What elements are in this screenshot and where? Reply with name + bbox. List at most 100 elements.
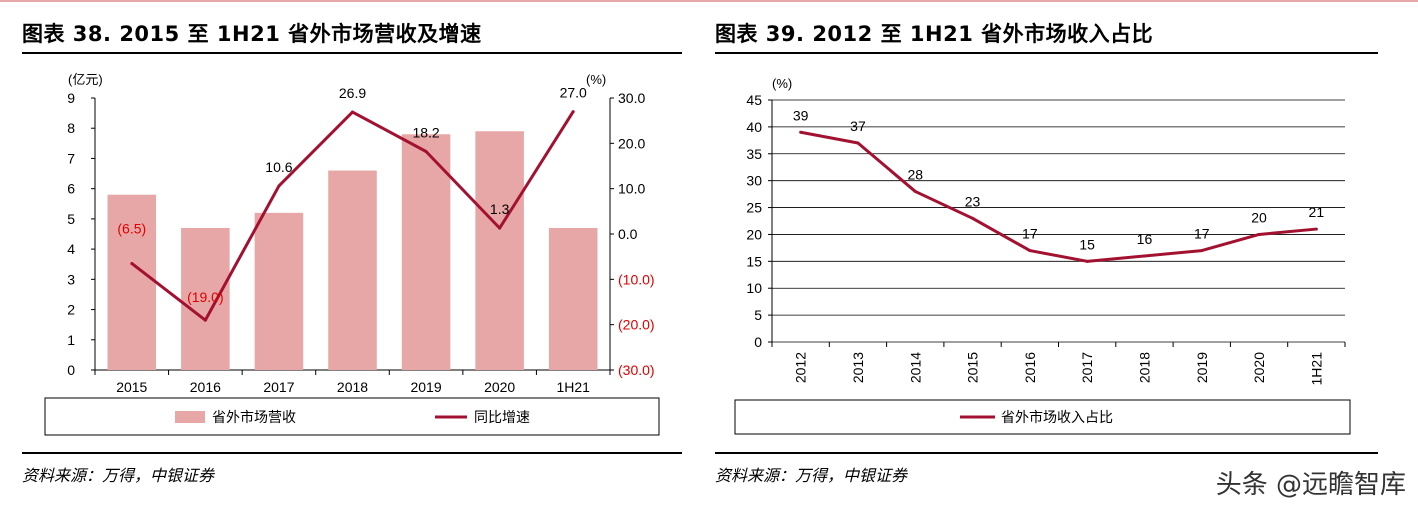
growth-point xyxy=(277,184,281,188)
top-accent-line xyxy=(0,0,1418,2)
share-data-label: 37 xyxy=(850,118,866,134)
x-tick-label: 2019 xyxy=(410,379,441,395)
revenue-growth-chart: 0 1 2 3 4 5 6 7 8 9 (30.0) (20.0) (10.0) 0.0 10.0 20.0 3… xyxy=(44,72,660,436)
y-left-tick-label: 3 xyxy=(67,271,75,287)
share-point xyxy=(913,189,917,193)
y-left-tick-label: 7 xyxy=(67,150,75,166)
source-rule xyxy=(715,452,1378,454)
share-data-label: 21 xyxy=(1309,204,1325,220)
share-data-label: 17 xyxy=(1022,226,1038,242)
legend-bar-label: 省外市场营收 xyxy=(212,409,296,425)
growth-data-label: (19.0) xyxy=(187,289,224,305)
y-tick-label: 35 xyxy=(746,146,762,162)
x-tick-label: 2015 xyxy=(965,352,981,383)
x-tick-label: 2015 xyxy=(116,379,147,395)
y-tick-label: 40 xyxy=(746,119,762,135)
bar xyxy=(181,227,230,370)
share-point xyxy=(971,216,975,220)
x-tick-label: 2020 xyxy=(484,379,515,395)
y-left-tick-label: 1 xyxy=(67,332,75,348)
title-rule xyxy=(715,52,1378,54)
share-point xyxy=(799,130,803,134)
source-rule xyxy=(22,452,682,454)
y-tick-label: 20 xyxy=(746,226,762,242)
growth-point xyxy=(203,318,207,322)
share-data-label: 28 xyxy=(907,166,923,182)
y-right-tick-label: 10.0 xyxy=(618,181,645,197)
chart-title: 图表 39. 2012 至 1H21 省外市场收入占比 xyxy=(715,22,1154,46)
growth-point xyxy=(424,149,428,153)
share-point xyxy=(1085,259,1089,263)
share-data-label: 16 xyxy=(1137,231,1153,247)
x-tick-label: 2017 xyxy=(1079,352,1095,383)
bar xyxy=(548,227,598,370)
x-tick-label: 2018 xyxy=(1136,352,1152,383)
growth-data-label: 18.2 xyxy=(412,124,439,140)
y-right-tick-label: (30.0) xyxy=(618,362,655,378)
legend-box xyxy=(734,399,1351,435)
title-rule xyxy=(22,52,682,54)
y-tick-label: 5 xyxy=(754,307,762,323)
share-point xyxy=(1314,227,1318,231)
y-tick-label: 0 xyxy=(754,334,762,350)
share-line xyxy=(800,130,1317,263)
growth-point xyxy=(571,110,575,114)
y-tick-label: 10 xyxy=(746,280,762,296)
share-data-label: 20 xyxy=(1251,209,1267,225)
source-note: 资料来源：万得，中银证券 xyxy=(715,466,908,485)
chart-title: 图表 38. 2015 至 1H21 省外市场营收及增速 xyxy=(22,22,482,46)
y-left-tick-label: 0 xyxy=(67,362,75,378)
share-point xyxy=(1257,232,1261,236)
y-tick-label: 45 xyxy=(746,92,762,108)
share-point xyxy=(1200,249,1204,253)
growth-data-label: 10.6 xyxy=(265,159,292,175)
y-right-tick-label: (10.0) xyxy=(618,271,655,287)
x-tick-label: 2020 xyxy=(1251,352,1267,383)
x-tick-label: 2017 xyxy=(263,379,294,395)
x-tick-label: 2012 xyxy=(793,352,809,383)
bar xyxy=(328,170,377,370)
x-tick-label: 2016 xyxy=(1022,352,1038,383)
y-tick-label: 30 xyxy=(746,173,762,189)
watermark: 头条 @远瞻智库 xyxy=(1215,470,1406,500)
bar xyxy=(475,131,524,370)
legend-line-label: 省外市场收入占比 xyxy=(1001,409,1113,425)
legend-bar-swatch xyxy=(175,411,205,423)
y-left-tick-label: 9 xyxy=(67,90,75,106)
y-right-tick-label: 20.0 xyxy=(618,135,645,151)
y-tick-label: 15 xyxy=(746,253,762,269)
bar xyxy=(107,194,157,370)
bar xyxy=(254,212,304,370)
growth-point xyxy=(498,226,502,230)
y-right-tick-label: 0.0 xyxy=(618,226,638,242)
share-point xyxy=(1142,254,1146,258)
source-note: 资料来源：万得，中银证券 xyxy=(22,466,215,485)
y-left-tick-label: 8 xyxy=(67,120,75,136)
y-left-unit: (亿元) xyxy=(68,72,103,87)
legend-box xyxy=(44,397,660,436)
growth-point xyxy=(130,261,134,265)
x-tick-label: 2019 xyxy=(1194,352,1210,383)
x-tick-label: 2016 xyxy=(190,379,221,395)
share-data-label: 17 xyxy=(1194,226,1210,242)
share-point xyxy=(1028,249,1032,253)
y-left-tick-label: 2 xyxy=(67,302,75,318)
y-tick-label: 25 xyxy=(746,200,762,216)
x-tick-label: 2018 xyxy=(337,379,368,395)
bar xyxy=(401,134,451,370)
right-chart-panel: 图表 39. 2012 至 1H21 省外市场收入占比 0 5 10 15 20 25 30… xyxy=(705,0,1418,513)
y-right-tick-label: (20.0) xyxy=(618,317,655,333)
growth-point xyxy=(351,110,354,114)
share-data-label: 23 xyxy=(965,193,981,209)
x-tick-label: 2014 xyxy=(907,352,923,383)
x-tick-label: 2013 xyxy=(850,352,866,383)
share-data-label: 39 xyxy=(793,107,809,123)
y-left-tick-label: 4 xyxy=(67,241,75,257)
x-tick-label: 1H21 xyxy=(556,379,590,395)
y-left-tick-label: 6 xyxy=(67,181,75,197)
y-right-unit: (%) xyxy=(586,72,606,87)
growth-data-label: (6.5) xyxy=(117,220,146,236)
growth-data-label: 26.9 xyxy=(339,85,366,101)
growth-data-label: 27.0 xyxy=(560,85,587,101)
